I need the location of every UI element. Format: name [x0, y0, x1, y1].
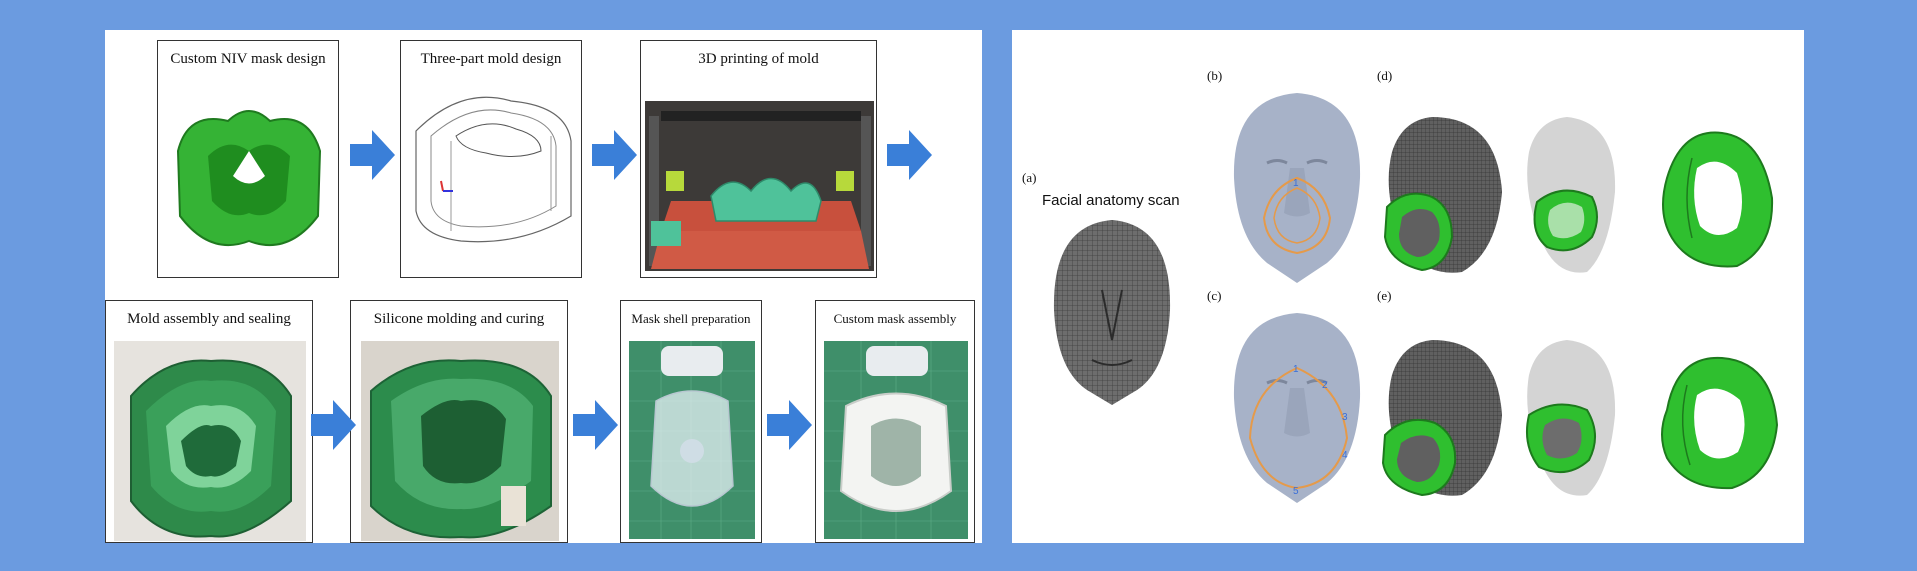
point-label: 4	[1342, 450, 1348, 461]
step-mold-assembly-and-sealing: Mold assembly and sealing	[105, 300, 313, 543]
mesh-head-with-mask-d	[1383, 117, 1502, 273]
step-custom-mask-assembly: Custom mask assembly	[815, 300, 975, 543]
assembled-mask-photo	[824, 341, 968, 539]
step-label: Custom mask assembly	[833, 311, 957, 326]
panel-label-c: (c)	[1207, 288, 1222, 303]
anatomy-panel: (a) Facial anatomy scan (b) (c) (d) (e) …	[1012, 30, 1804, 543]
arrow-right-icon	[573, 400, 618, 450]
step-custom-niv-mask-design: Custom NIV mask design	[157, 40, 339, 278]
step-label: 3D printing of mold	[698, 51, 819, 67]
arrow-right-icon	[887, 130, 932, 180]
green-mask-model-d	[1662, 131, 1774, 268]
facial-anatomy-scan-title: Facial anatomy scan	[1042, 192, 1180, 209]
point-label: 1	[1293, 364, 1299, 375]
green-mask-model-e	[1661, 356, 1779, 490]
point-label: 1	[1293, 178, 1299, 189]
arrow-right-icon	[592, 130, 637, 180]
facial-mesh-scan-image	[1053, 220, 1171, 405]
silicone-mold-photo	[361, 341, 559, 541]
face-model-outline-b: 1	[1233, 93, 1361, 283]
step-silicone-molding-and-curing: Silicone molding and curing	[350, 300, 568, 543]
panel-label-b: (b)	[1207, 68, 1223, 83]
mask-shell-photo	[629, 341, 755, 539]
panel-label-a: (a)	[1022, 170, 1037, 185]
arrow-right-icon	[311, 400, 356, 450]
step-mask-shell-preparation: Mask shell preparation	[620, 300, 762, 543]
point-label: 2	[1322, 380, 1328, 391]
panel-label-d: (d)	[1377, 68, 1393, 83]
panel-label-e: (e)	[1377, 288, 1392, 303]
mesh-head-with-mask-e	[1381, 340, 1502, 497]
step-label: Three-part mold design	[420, 51, 562, 67]
step-3d-printing-of-mold: 3D printing of mold	[640, 40, 877, 278]
step-label: Custom NIV mask design	[170, 51, 326, 67]
step-label: Mask shell preparation	[631, 311, 751, 326]
assembled-mold-photo	[114, 341, 306, 541]
green-mask-model-image	[176, 110, 322, 247]
3d-printer-photo	[645, 101, 874, 271]
step-three-part-mold-design: Three-part mold design	[400, 40, 582, 278]
wireframe-mold-image	[415, 96, 572, 243]
point-label: 5	[1293, 486, 1299, 497]
workflow-panel: Custom NIV mask design Three-part mold d…	[105, 30, 982, 543]
point-label: 3	[1342, 412, 1348, 423]
face-model-outline-c: 1 2 3 4 5	[1233, 313, 1361, 503]
arrow-right-icon	[767, 400, 812, 450]
grey-head-with-mask-e	[1526, 340, 1616, 496]
grey-head-with-mask-d	[1527, 117, 1616, 273]
arrow-right-icon	[350, 130, 395, 180]
step-label: Silicone molding and curing	[373, 311, 545, 327]
step-label: Mold assembly and sealing	[127, 311, 291, 327]
